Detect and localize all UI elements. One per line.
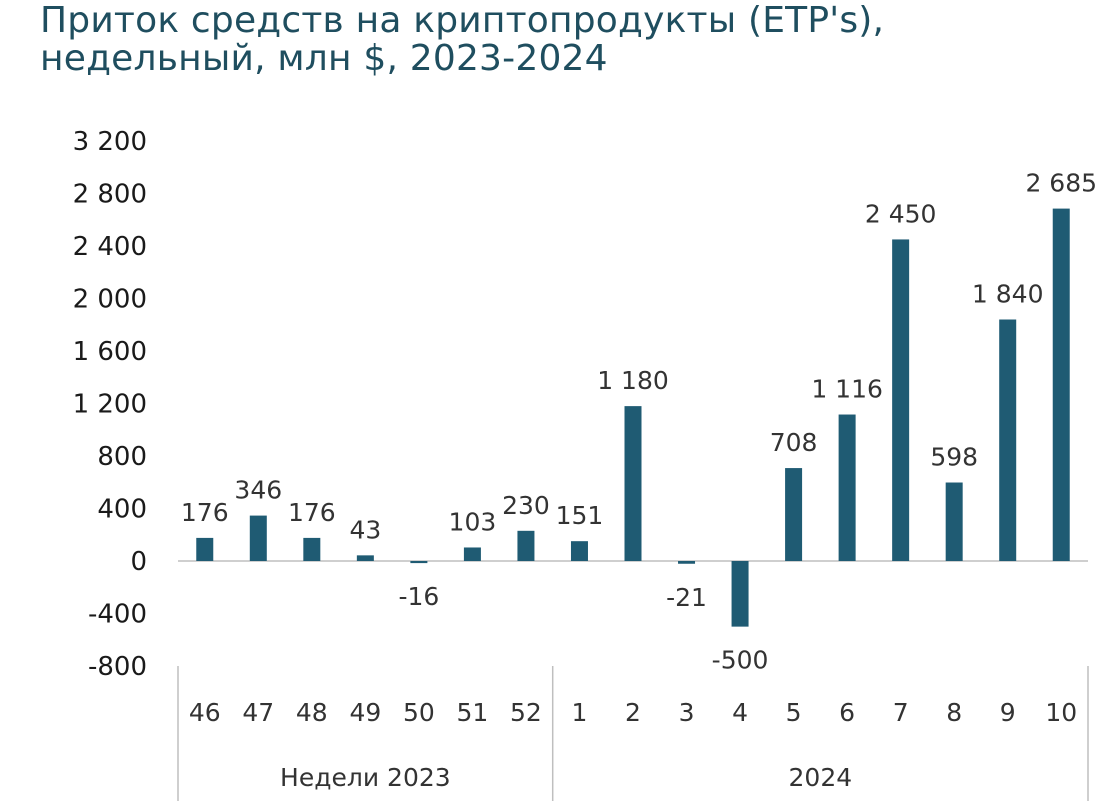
bar-week-3 [678, 561, 696, 564]
data-label: 708 [770, 428, 818, 457]
bar-week-7 [892, 239, 910, 561]
data-label: -500 [712, 646, 769, 675]
data-label: 598 [930, 443, 978, 472]
data-label: 230 [502, 491, 550, 520]
y-tick-label: 1 600 [73, 337, 147, 367]
bar-week-49 [356, 555, 374, 561]
bar-week-2 [624, 406, 642, 561]
bar-week-48 [303, 537, 321, 561]
y-tick-label: 2 000 [73, 285, 147, 315]
bar-week-6 [838, 414, 856, 561]
x-tick-label: 48 [296, 698, 328, 727]
bar-week-50 [410, 561, 428, 564]
data-label: 151 [556, 501, 604, 530]
data-label: 176 [288, 498, 336, 527]
bar-week-8 [945, 482, 963, 561]
x-tick-label: 49 [349, 698, 381, 727]
bar-week-10 [1052, 208, 1070, 561]
x-tick-label: 50 [403, 698, 435, 727]
y-tick-label: 400 [97, 495, 147, 525]
x-tick-label: 9 [1000, 698, 1016, 727]
bar-week-47 [249, 515, 267, 561]
bar-week-51 [463, 547, 481, 561]
group-label: 2024 [789, 763, 853, 792]
data-label: 1 116 [811, 375, 883, 404]
bar-week-1 [570, 541, 588, 561]
data-label: 346 [234, 476, 282, 505]
x-tick-label: 51 [457, 698, 489, 727]
x-tick-label: 47 [242, 698, 274, 727]
y-tick-label: 3 200 [73, 127, 147, 157]
y-tick-label: 1 200 [73, 390, 147, 420]
data-label: 2 685 [1025, 169, 1097, 198]
x-tick-label: 10 [1045, 698, 1077, 727]
x-tick-label: 52 [510, 698, 542, 727]
data-label: 103 [449, 507, 497, 536]
group-label: Недели 2023 [280, 763, 451, 792]
data-label: 176 [181, 498, 229, 527]
bar-week-5 [785, 468, 803, 561]
x-tick-label: 46 [189, 698, 221, 727]
x-tick-label: 6 [839, 698, 855, 727]
y-tick-label: 800 [97, 442, 147, 472]
x-tick-label: 7 [893, 698, 909, 727]
data-label: 1 180 [597, 366, 669, 395]
x-tick-label: 1 [572, 698, 588, 727]
x-tick-label: 4 [732, 698, 748, 727]
data-label: -16 [398, 582, 439, 611]
data-label: -21 [666, 583, 707, 612]
data-label: 1 840 [972, 280, 1044, 309]
bar-week-46 [196, 537, 214, 561]
y-tick-label: 2 400 [73, 232, 147, 262]
bar-week-52 [517, 530, 535, 561]
chart-title: Приток средств на криптопродукты (ETP's)… [40, 2, 884, 78]
bar-week-9 [999, 319, 1017, 561]
bar-week-4 [731, 561, 749, 627]
x-tick-label: 2 [625, 698, 641, 727]
data-label: 2 450 [865, 199, 937, 228]
y-tick-label: 0 [130, 547, 147, 577]
data-label: 43 [349, 515, 381, 544]
y-tick-label: 2 800 [73, 180, 147, 210]
chart-title-line-1: Приток средств на криптопродукты (ETP's)… [40, 0, 885, 41]
y-tick-label: -400 [88, 600, 147, 630]
y-tick-label: -800 [88, 652, 147, 682]
x-tick-label: 3 [679, 698, 695, 727]
chart-title-line-2: недельный, млн $, 2023-2024 [40, 38, 608, 79]
x-tick-label: 8 [946, 698, 962, 727]
x-tick-label: 5 [786, 698, 802, 727]
